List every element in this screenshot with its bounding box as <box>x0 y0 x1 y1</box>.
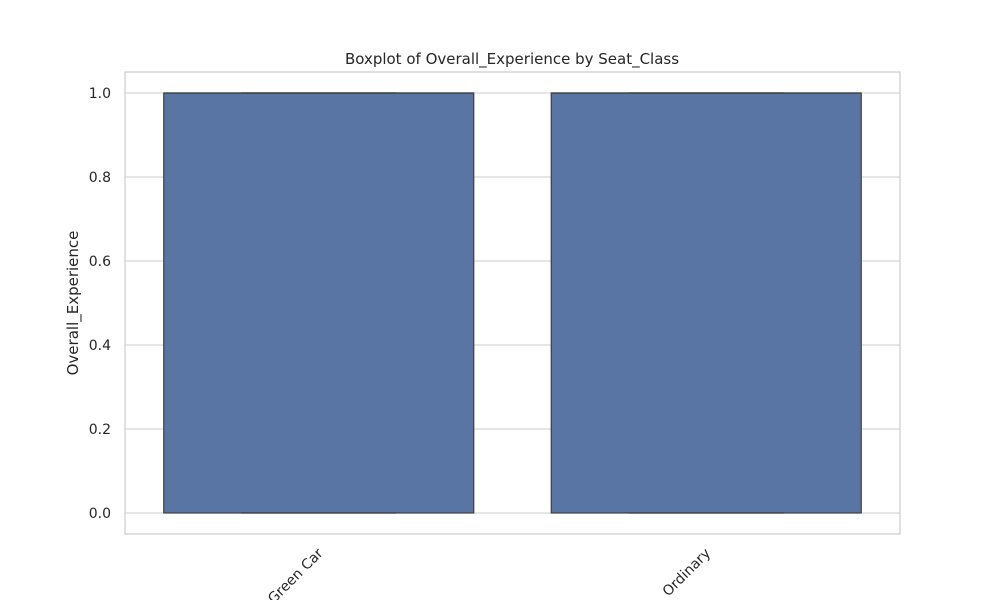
y-tick-label: 0.4 <box>89 338 111 354</box>
y-axis-label: Overall_Experience <box>64 231 83 376</box>
y-tick-label: 0.8 <box>89 170 111 186</box>
box-green-car <box>163 92 475 514</box>
y-tick-label: 0.0 <box>89 506 111 522</box>
box-ordinary <box>550 92 862 514</box>
x-tick-label: Ordinary <box>660 546 714 600</box>
plot-frame <box>124 71 901 535</box>
y-tick-label: 0.6 <box>89 254 111 270</box>
x-tick-label: Green Car <box>265 545 327 600</box>
y-tick-label: 1.0 <box>89 86 111 102</box>
y-tick-label: 0.2 <box>89 422 111 438</box>
chart-title: Boxplot of Overall_Experience by Seat_Cl… <box>345 50 679 69</box>
x-tick-labels: Green Car Ordinary <box>265 545 714 600</box>
boxes <box>163 92 862 514</box>
y-tick-labels: 0.0 0.2 0.4 0.6 0.8 1.0 <box>89 86 111 522</box>
